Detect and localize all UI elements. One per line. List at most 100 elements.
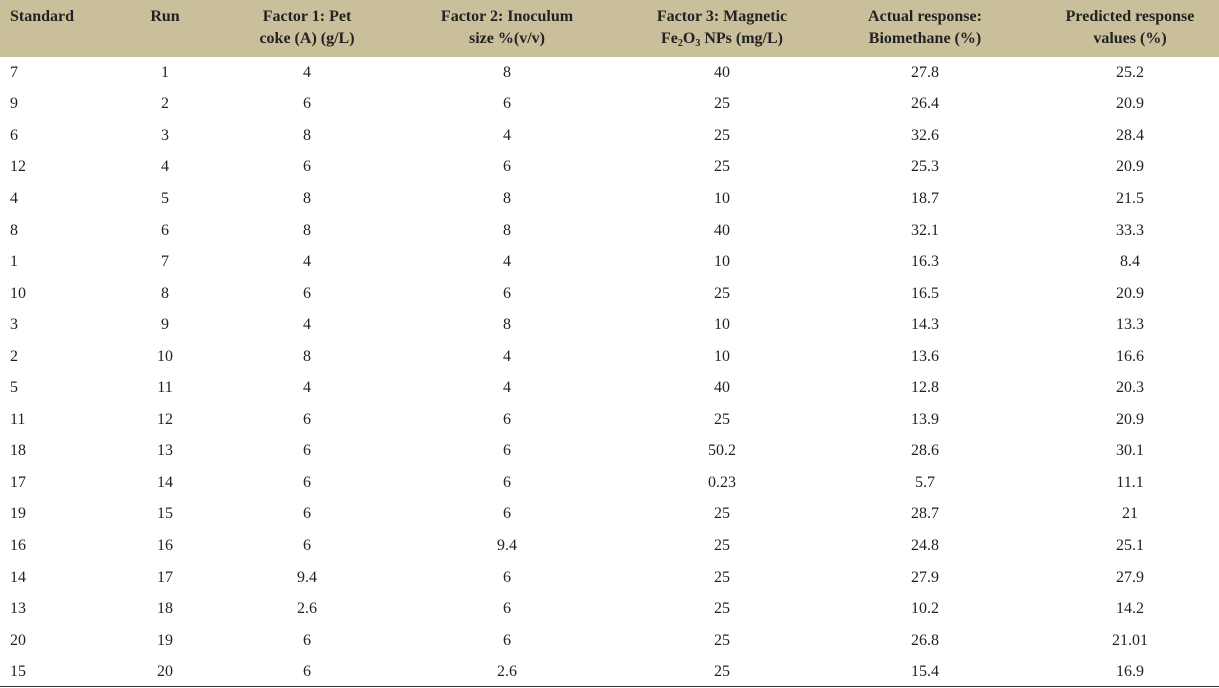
- table-cell: 25: [714, 126, 730, 144]
- table-cell: 20.9: [1116, 95, 1144, 113]
- table-cell: 5: [10, 379, 18, 397]
- table-cell: 3: [161, 126, 169, 144]
- table-cell: 6: [303, 663, 311, 681]
- table-cell: 25: [714, 95, 730, 113]
- table-cell: 26.8: [911, 631, 939, 649]
- table-cell: 6: [303, 284, 311, 302]
- table-cell: 8: [503, 63, 511, 81]
- table-cell: 13.9: [911, 410, 939, 428]
- table-cell: 40: [714, 379, 730, 397]
- table-cell: 8: [10, 221, 18, 239]
- table-cell: 16: [10, 537, 26, 555]
- table-cell: 25: [714, 631, 730, 649]
- table-cell: 6: [503, 410, 511, 428]
- table-cell: 25: [714, 505, 730, 523]
- subscript: 3: [695, 38, 701, 49]
- table-cell: 6: [161, 221, 169, 239]
- table-cell: 8: [503, 189, 511, 207]
- table-cell: 21.01: [1112, 631, 1148, 649]
- header-cell: Actual response: Biomethane (%): [775, 6, 1075, 50]
- table-cell: 19: [10, 505, 26, 523]
- table-cell: 10: [714, 253, 730, 271]
- table-cell: 40: [714, 221, 730, 239]
- table-cell: 5: [161, 189, 169, 207]
- table-cell: 11.1: [1116, 473, 1144, 491]
- table-cell: 10: [10, 284, 26, 302]
- table-cell: 15: [157, 505, 173, 523]
- table-cell: 5.7: [915, 473, 935, 491]
- header-line: values (%): [1093, 30, 1167, 47]
- table-cell: 12.8: [911, 379, 939, 397]
- header-line: Run: [150, 8, 180, 25]
- table-cell: 25: [714, 663, 730, 681]
- table-cell: 20: [10, 631, 26, 649]
- table-cell: 8: [161, 284, 169, 302]
- header-background: [0, 0, 1219, 57]
- table-cell: 8: [303, 189, 311, 207]
- table-cell: 50.2: [708, 442, 736, 460]
- header-line: size %(v/v): [469, 30, 545, 47]
- table-cell: 20.9: [1116, 284, 1144, 302]
- table-cell: 25: [714, 410, 730, 428]
- table-cell: 28.4: [1116, 126, 1144, 144]
- table-cell: 20.3: [1116, 379, 1144, 397]
- table-cell: 24.8: [911, 537, 939, 555]
- bottom-rule: [0, 686, 1219, 687]
- table-cell: 4: [503, 379, 511, 397]
- table-cell: 10.2: [911, 600, 939, 618]
- table-cell: 12: [157, 410, 173, 428]
- table-cell: 8.4: [1120, 253, 1140, 271]
- table-cell: 19: [157, 631, 173, 649]
- table-cell: 7: [161, 253, 169, 271]
- header-cell: Run: [15, 6, 315, 28]
- table-cell: 6: [503, 284, 511, 302]
- table-cell: 18.7: [911, 189, 939, 207]
- table-cell: 11: [157, 379, 173, 397]
- table-cell: 6: [303, 410, 311, 428]
- table-cell: 6: [303, 537, 311, 555]
- header-line: Factor 1: Pet: [262, 8, 352, 25]
- table-cell: 20.9: [1116, 410, 1144, 428]
- table-cell: 16.3: [911, 253, 939, 271]
- table-cell: 4: [303, 379, 311, 397]
- table-cell: 8: [303, 126, 311, 144]
- table-cell: 2: [161, 95, 169, 113]
- table-cell: 4: [303, 253, 311, 271]
- table-cell: 2.6: [297, 600, 317, 618]
- table-cell: 40: [714, 63, 730, 81]
- header-line: Biomethane (%): [868, 30, 982, 47]
- table-cell: 6: [503, 631, 511, 649]
- table-cell: 11: [10, 410, 26, 428]
- table-cell: 6: [503, 600, 511, 618]
- table-cell: 6: [10, 126, 18, 144]
- table-cell: 8: [303, 347, 311, 365]
- table-cell: 6: [303, 95, 311, 113]
- table-cell: 10: [714, 347, 730, 365]
- header-text: Fe: [661, 30, 678, 47]
- table-cell: 8: [503, 221, 511, 239]
- table-cell: 25: [714, 284, 730, 302]
- table-cell: 18: [10, 442, 26, 460]
- table-cell: 26.4: [911, 95, 939, 113]
- header-line: Predicted response: [1065, 8, 1195, 25]
- table-cell: 6: [303, 158, 311, 176]
- table-cell: 6: [503, 95, 511, 113]
- table-cell: 16.5: [911, 284, 939, 302]
- table-cell: 21.5: [1116, 189, 1144, 207]
- table-cell: 0.23: [708, 473, 736, 491]
- table-cell: 20.9: [1116, 158, 1144, 176]
- table-cell: 4: [303, 316, 311, 334]
- table-cell: 25: [714, 568, 730, 586]
- header-line: Factor 3: Magnetic: [656, 8, 788, 25]
- table-cell: 14: [157, 473, 173, 491]
- table-cell: 9.4: [497, 537, 517, 555]
- table-cell: 4: [503, 347, 511, 365]
- table-cell: 25: [714, 158, 730, 176]
- header-cell: Factor 2: Inoculum size %(v/v): [357, 6, 657, 50]
- table-cell: 4: [161, 158, 169, 176]
- table-cell: 17: [10, 473, 26, 491]
- table-cell: 4: [503, 253, 511, 271]
- table-cell: 30.1: [1116, 442, 1144, 460]
- header-line: Standard: [10, 8, 75, 25]
